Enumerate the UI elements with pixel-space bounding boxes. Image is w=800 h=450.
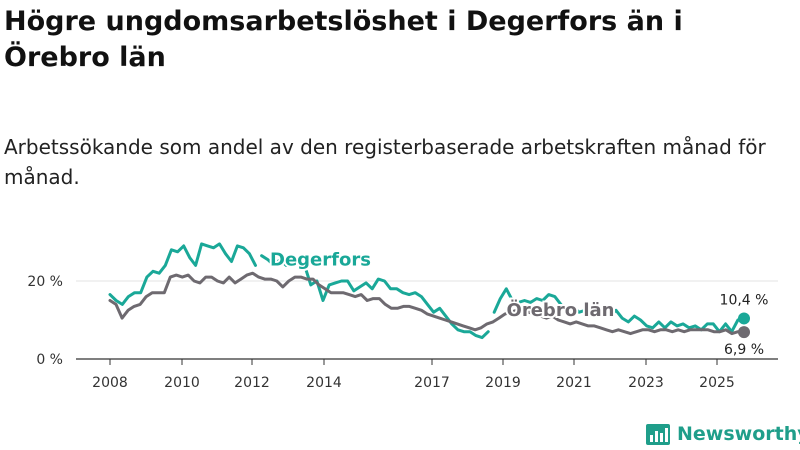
end-value-label: 10,4 % xyxy=(720,292,769,308)
x-tick-label: 2012 xyxy=(234,375,270,391)
x-tick-label: 2017 xyxy=(414,375,450,391)
x-tick-label: 2010 xyxy=(164,375,200,391)
x-tick-label: 2025 xyxy=(699,375,735,391)
end-point-orebro-lan xyxy=(738,326,750,339)
x-tick-label: 2019 xyxy=(485,375,521,391)
series-labels: 10,4 % Degerfors 6,9 % Örebro län xyxy=(268,247,769,358)
x-tick-label: 2008 xyxy=(92,375,128,391)
brand-name: Newsworthy xyxy=(677,423,800,445)
chart-title: Högre ungdomsarbetslöshet i Degerfors än… xyxy=(4,6,683,73)
y-tick-label: 0 % xyxy=(36,352,63,368)
x-tick-label: 2021 xyxy=(556,375,592,391)
end-value-label: 6,9 % xyxy=(724,342,764,358)
newsworthy-logo-icon xyxy=(646,424,670,445)
x-tick-label: 2023 xyxy=(628,375,664,391)
x-axis: 2008 2010 2012 2014 2017 2019 2021 2023 2025 xyxy=(76,358,778,391)
series-name-label: Degerfors xyxy=(270,249,371,270)
x-tick-label: 2014 xyxy=(306,375,342,391)
chart-subtitle: Arbetssökande som andel av den registerb… xyxy=(4,135,766,189)
end-point-degerfors xyxy=(738,312,750,325)
y-tick-label: 20 % xyxy=(27,274,63,290)
series-lines xyxy=(108,242,750,340)
y-axis-labels: 0 % 20 % xyxy=(27,274,63,368)
series-name-label: Örebro län xyxy=(507,299,615,321)
series-line-degerfors xyxy=(108,242,257,306)
series-line-orebro-lan xyxy=(108,271,746,336)
brand-logo: Newsworthy xyxy=(645,420,800,448)
